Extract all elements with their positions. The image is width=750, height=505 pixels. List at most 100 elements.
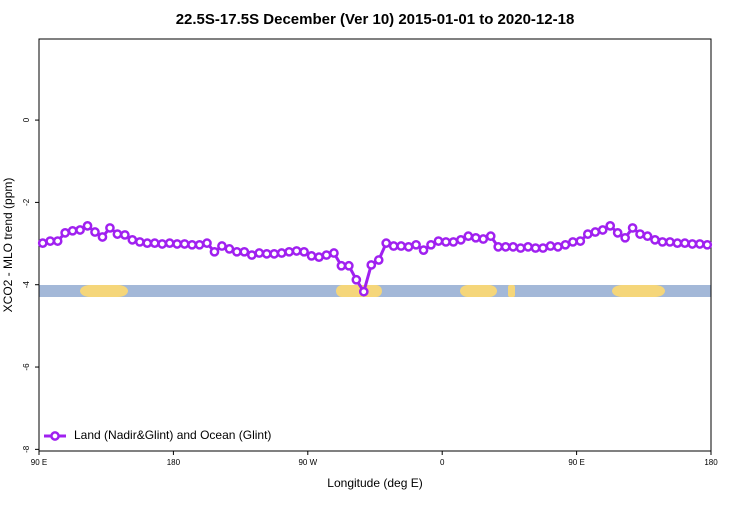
y-tick-label: -4 [22,281,31,289]
data-point [164,238,175,248]
data-point [560,239,571,250]
data-point [381,238,392,248]
data-point [448,237,459,247]
data-point [500,242,511,252]
data-point [411,239,421,250]
data-point [105,223,115,233]
data-point [254,248,265,258]
data-point [635,229,645,239]
data-point [45,236,56,246]
data-point [597,225,608,235]
data-point [694,239,705,249]
data-point [134,237,145,247]
data-point [702,239,713,250]
data-point [194,239,205,250]
data-point [642,231,653,242]
data-point [52,236,63,246]
data-point [418,245,429,255]
y-tick-label: -2 [22,198,31,206]
land-ocean-band [39,285,711,297]
data-point [605,221,616,231]
x-tick-label: 90 E [568,458,584,467]
data-point [120,230,130,240]
data-point [657,237,668,247]
data-point [127,235,138,245]
data-point [217,241,227,251]
data-point [224,244,235,254]
data-point [299,246,309,257]
data-point [37,238,48,248]
data-point [314,252,324,262]
x-tick-label: 0 [440,458,445,467]
data-point [433,236,444,246]
y-tick-label: -6 [22,363,31,371]
x-tick-label: 90 W [298,458,317,467]
data-point [82,221,93,231]
data-point [284,246,294,257]
data-point [388,241,399,251]
data-point [627,223,638,233]
data-point [403,242,414,252]
data-point [261,248,272,259]
legend-marker [50,431,60,441]
land-patch [336,285,382,297]
data-point [523,242,533,252]
data-point [672,238,683,248]
data-point [358,286,369,297]
data-point [545,241,556,251]
data-point [67,225,78,236]
data-point [232,246,242,257]
data-point [680,238,690,248]
data-point [575,236,586,246]
land-patch [612,285,665,297]
data-point [485,231,496,242]
data-point [187,239,197,250]
data-point [149,238,160,248]
data-point [373,255,384,265]
data-point [90,227,100,237]
y-tick-label: -8 [22,445,31,453]
data-point [493,242,504,252]
data-point [239,246,250,257]
chart-title: 22.5S-17.5S December (Ver 10) 2015-01-01… [176,11,575,28]
data-point [470,232,481,243]
data-point [269,248,280,259]
data-point [366,260,377,270]
data-point [530,243,541,253]
land-patch [508,285,515,297]
data-point [590,227,601,237]
x-tick-label: 180 [167,458,181,467]
data-point [179,239,190,249]
data-point [396,241,406,251]
data-point [60,228,70,238]
land-patch [80,285,128,297]
data-point [142,238,153,248]
data-point [478,234,489,244]
data-point [157,239,168,249]
data-point [426,239,436,250]
data-point [112,229,123,239]
data-point [202,238,212,248]
data-point [97,232,108,242]
data-point [582,229,593,239]
data-point [650,235,660,245]
y-axis-label: XCO2 - MLO trend (ppm) [1,178,15,313]
data-point [344,260,354,271]
data-point [336,260,347,271]
x-tick-label: 180 [704,458,718,467]
data-point [321,250,332,260]
data-point [441,237,451,247]
data-point [456,235,466,245]
y-tick-label: 0 [22,117,31,122]
data-point [75,225,85,235]
legend-label: Land (Nadir&Glint) and Ocean (Glint) [74,428,271,442]
data-point [553,242,563,252]
data-point [351,274,362,285]
data-point [515,243,526,253]
data-point [306,251,317,261]
data-point [665,237,675,247]
data-point [687,239,698,249]
data-point [276,248,287,258]
data-point [620,232,630,243]
